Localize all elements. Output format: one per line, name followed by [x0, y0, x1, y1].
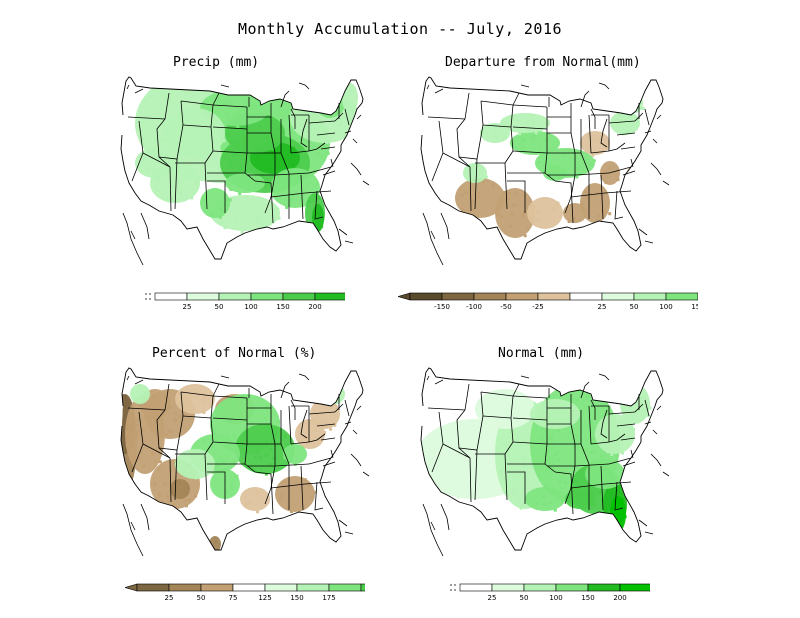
percent-map: [120, 367, 370, 557]
precip-legend-swatch: [186, 292, 220, 301]
departure-legend-swatch: [409, 292, 443, 301]
percent-legend-tick-label: 125: [258, 594, 271, 602]
percent-legend-tick-label: 175: [322, 594, 335, 602]
departure-legend-tick-label: -25: [532, 303, 543, 311]
precip-legend-tick-label: 25: [183, 303, 192, 311]
percent-legend-tick-label: 150: [290, 594, 303, 602]
percent-legend-swatch: [360, 583, 365, 592]
state-boundaries: [427, 92, 650, 224]
percent-legend-tick-label: 50: [197, 594, 206, 602]
percent-legend-swatch: [136, 583, 170, 592]
normal-legend-swatch: [459, 583, 493, 592]
precip-legend-low-marker: [145, 293, 153, 300]
coastlines: [422, 373, 670, 557]
state-boundaries: [427, 383, 650, 515]
normal-legend-tick-label: 25: [488, 594, 497, 602]
normal-legend-low-marker: [450, 584, 458, 591]
percent-legend-swatch: [296, 583, 330, 592]
percent-legend: 25 50 75 125 150 175: [125, 583, 365, 602]
state-boundaries: [127, 92, 350, 224]
normal-legend-tick-label: 50: [520, 594, 529, 602]
precip-legend-swatch: [154, 292, 188, 301]
country-border: [420, 76, 664, 260]
precip-legend-tick-label: 50: [215, 303, 224, 311]
precip-legend-swatch: [250, 292, 284, 301]
departure-map-title: Departure from Normal(mm): [445, 55, 641, 70]
normal-legend-swatch: [555, 583, 589, 592]
percent-legend-swatch: [200, 583, 234, 592]
normal-map-panel: Normal (mm): [395, 346, 715, 596]
percent-legend-tick-label: 75: [229, 594, 238, 602]
precip-map-panel: Precip (mm): [95, 55, 415, 305]
departure-legend-swatch: [633, 292, 667, 301]
departure-legend-swatch: [665, 292, 698, 301]
coastlines: [122, 373, 370, 557]
normal-legend-swatch: [619, 583, 650, 592]
normal-legend-tick-label: 150: [581, 594, 594, 602]
normal-legend-swatch: [491, 583, 525, 592]
normal-legend-swatch: [587, 583, 621, 592]
country-border: [420, 367, 664, 551]
country-border: [120, 76, 364, 260]
precip-legend-tick-label: 200: [308, 303, 321, 311]
percent-map-panel: Percent of Normal (%): [95, 346, 415, 596]
percent-legend-swatch: [168, 583, 202, 592]
normal-map: [420, 367, 670, 557]
precip-legend-tick-label: 150: [276, 303, 289, 311]
percent-legend-swatch: [328, 583, 362, 592]
percent-legend-swatch: [232, 583, 266, 592]
departure-legend-swatch: [473, 292, 507, 301]
normal-legend: 25 50 100 150 200: [450, 583, 650, 602]
precip-legend-swatch: [282, 292, 316, 301]
departure-legend-swatch: [441, 292, 475, 301]
departure-legend-tick-label: 25: [598, 303, 607, 311]
departure-legend: -150 -100 -50 -25 25 50 100 150: [398, 292, 698, 311]
country-border: [120, 367, 364, 551]
departure-legend-tick-label: 100: [659, 303, 672, 311]
departure-legend-swatch: [537, 292, 571, 301]
data-fill-departure: [455, 93, 645, 238]
departure-legend-tick-label: -50: [500, 303, 511, 311]
percent-legend-tick-label: 25: [165, 594, 174, 602]
percent-legend-swatch: [264, 583, 298, 592]
precip-map-title: Precip (mm): [173, 55, 260, 70]
normal-legend-tick-label: 200: [613, 594, 626, 602]
departure-map-panel: Departure from Normal(mm): [395, 55, 715, 305]
departure-legend-tick-label: 50: [630, 303, 639, 311]
departure-legend-swatch: [505, 292, 539, 301]
departure-legend-extend-left: [398, 292, 411, 301]
data-fill-normal: [421, 384, 652, 532]
normal-map-title: Normal (mm): [498, 346, 585, 361]
precip-legend-tick-label: 100: [244, 303, 257, 311]
departure-legend-swatch: [569, 292, 603, 301]
coastlines: [122, 82, 370, 266]
precip-legend: 25 50 100 150 200: [145, 292, 345, 311]
departure-legend-tick-label: -150: [434, 303, 450, 311]
coastlines: [422, 82, 670, 266]
figure-title: Monthly Accumulation -- July, 2016: [237, 20, 563, 38]
departure-legend-tick-label: -100: [466, 303, 482, 311]
precip-legend-swatch: [314, 292, 345, 301]
percent-legend-extend-left: [125, 583, 138, 592]
precip-legend-swatch: [218, 292, 252, 301]
percent-map-title: Percent of Normal (%): [152, 346, 317, 361]
precip-map: [120, 76, 370, 266]
departure-map: [420, 76, 670, 266]
normal-legend-tick-label: 100: [549, 594, 562, 602]
normal-legend-swatch: [523, 583, 557, 592]
departure-legend-swatch: [601, 292, 635, 301]
data-fill-percent: [121, 384, 345, 550]
departure-legend-tick-label: 150: [691, 303, 698, 311]
